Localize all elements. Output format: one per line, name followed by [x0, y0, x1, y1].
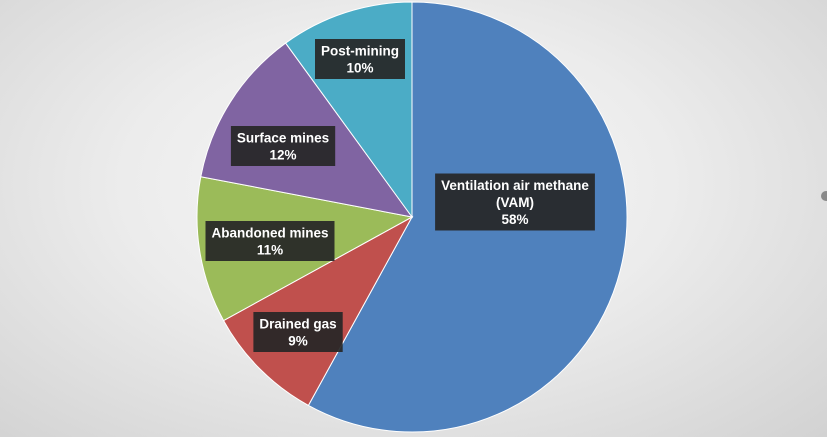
data-label-percent: 9%	[288, 334, 308, 349]
data-label-background	[253, 312, 343, 352]
data-label-text: Surface mines	[237, 131, 329, 146]
data-label-5: Post-mining 10%	[315, 39, 405, 79]
data-label-2: Drained gas 9%	[253, 312, 343, 352]
data-label-3: Abandoned mines 11%	[205, 221, 335, 261]
data-label-4: Surface mines 12%	[230, 126, 336, 166]
pie-slice-2	[222, 215, 414, 407]
data-label-text: (VAM)	[496, 195, 534, 210]
data-label-text: Abandoned mines	[211, 226, 328, 241]
data-label-text: Post-mining	[321, 44, 399, 59]
data-label-percent: 11%	[257, 243, 283, 258]
data-label-percent: 12%	[269, 148, 296, 163]
data-label-text: Drained gas	[259, 317, 336, 332]
data-label-background	[315, 39, 405, 79]
edge-marker	[821, 191, 827, 201]
data-label-background	[230, 126, 336, 166]
data-label-percent: 58%	[501, 212, 528, 227]
data-labels: Ventilation air methane (VAM) 58% Drained g…	[205, 39, 595, 352]
data-label-percent: 10%	[346, 61, 373, 76]
data-label-text: Ventilation air methane	[441, 178, 589, 193]
data-label-1: Ventilation air methane (VAM) 58%	[435, 173, 595, 231]
data-label-background	[205, 221, 335, 261]
data-label-background	[435, 173, 595, 231]
